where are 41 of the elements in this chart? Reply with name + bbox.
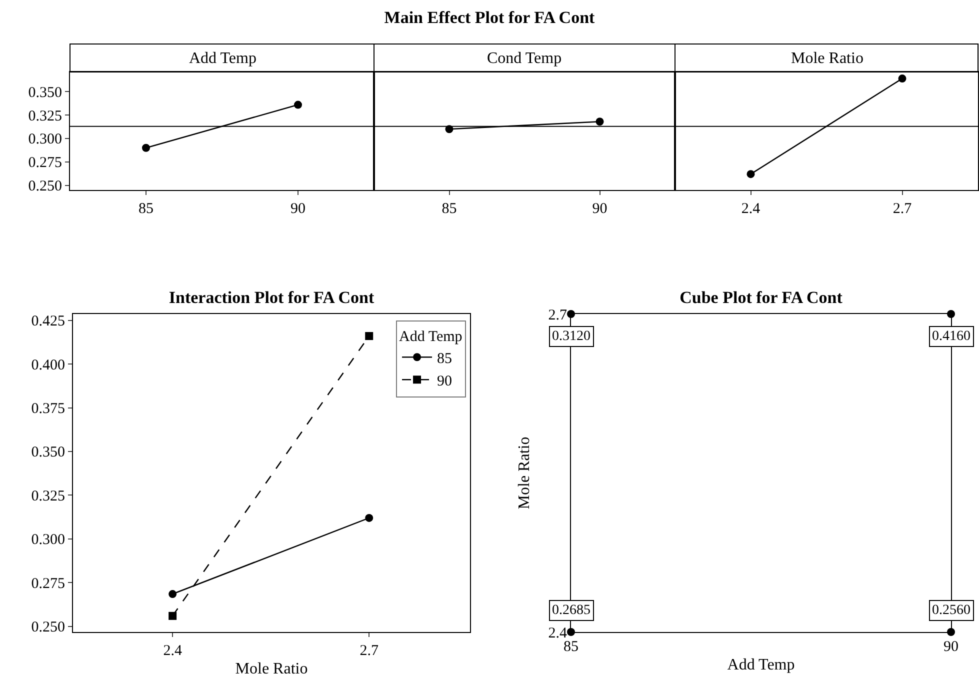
x-tick-label: 2.4 [741, 201, 761, 217]
legend-label: 85 [437, 350, 452, 367]
x-tick-label: 90 [592, 201, 608, 217]
chart-subtitle: Cond Temp [487, 50, 562, 67]
y-tick-label: 0.250 [28, 178, 62, 195]
legend-title: Add Temp [399, 328, 462, 345]
data-label: 0.3120 [552, 329, 590, 344]
y-tick-label: 0.325 [31, 488, 65, 504]
y-tick-label: 0.375 [31, 401, 65, 418]
data-label: 0.2560 [932, 603, 970, 618]
x-tick-label: 85 [138, 201, 154, 217]
y-tick-label: 0.325 [28, 108, 62, 124]
y-tick-label: 0.350 [31, 444, 65, 461]
point [365, 332, 374, 340]
category-label: 2.4 [548, 625, 567, 642]
y-tick-label: 0.425 [31, 314, 65, 330]
point [168, 590, 177, 598]
text: Mole Ratio [516, 436, 534, 510]
x-tick-label: 2.7 [892, 201, 912, 217]
chart-title: Interaction Plot for FA Cont [168, 288, 374, 307]
y-tick-label: 0.275 [28, 155, 62, 172]
y-tick-label: 0.250 [31, 620, 65, 636]
x-axis-title: Mole Ratio [235, 660, 308, 678]
point [168, 612, 177, 620]
data-label: 0.4160 [932, 329, 970, 344]
chart-subtitle: Mole Ratio [791, 50, 864, 67]
y-tick-label: 0.300 [31, 532, 65, 548]
text: Add Temp [727, 656, 795, 674]
y-tick-label: 0.300 [28, 132, 62, 148]
y-tick-label: 0.350 [28, 84, 62, 101]
chart-subtitle: Add Temp [189, 50, 256, 67]
y-tick-label: 0.275 [31, 576, 65, 592]
legend-label: 90 [437, 373, 452, 390]
y-tick-label: 0.400 [31, 357, 65, 374]
text: Cube Plot for FA Cont [680, 288, 843, 307]
x-tick-label: 85 [442, 201, 457, 217]
category-label: 2.7 [548, 307, 567, 324]
data-label: 0.2685 [552, 603, 590, 618]
x-tick-label: 90 [290, 201, 306, 217]
text: Main Effect Plot for FA Cont [384, 8, 596, 27]
point [365, 514, 374, 522]
